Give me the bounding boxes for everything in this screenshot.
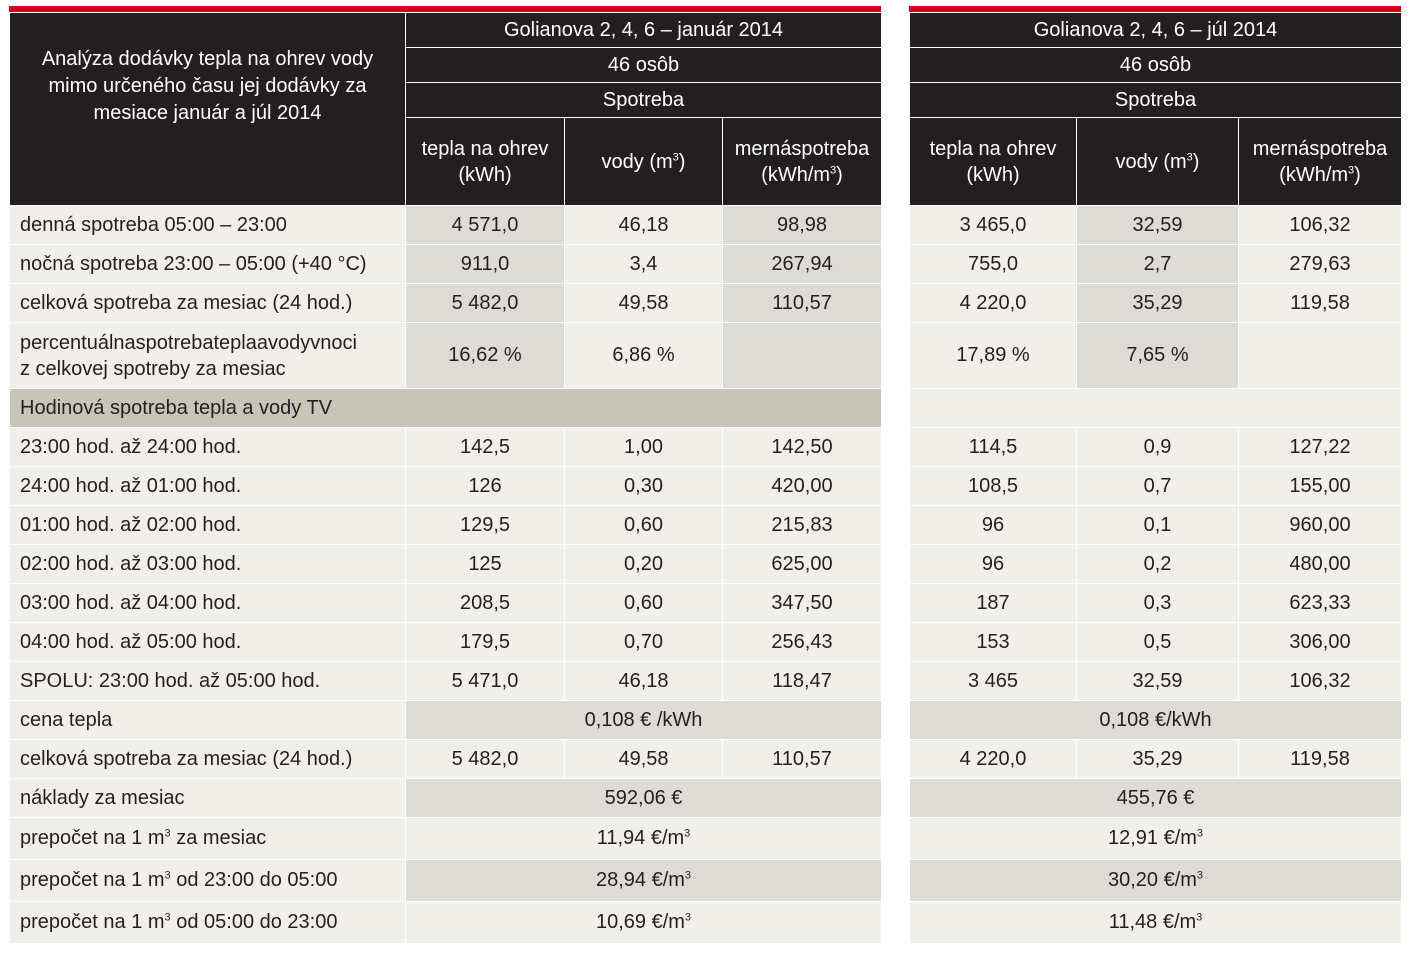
table-row: 11,48 €/m3 <box>908 901 1403 944</box>
col-water: vody (m3) <box>564 117 723 206</box>
row-label: celková spotreba za mesiac (24 hod.) <box>9 283 406 323</box>
table-row: percentuálnaspotrebateplaavodyvnoci z cel… <box>9 322 883 389</box>
header-persons: 46 osôb <box>908 47 1403 83</box>
table-row: 4 220,0 35,29 119,58 <box>909 739 1403 779</box>
table-row: prepočet na 1 m3 od 05:00 do 23:00 10,69… <box>9 901 883 944</box>
table-row: 3 465,0 32,59 106,32 <box>909 205 1403 245</box>
table-row: prepočet na 1 m3 za mesiac 11,94 €/m3 <box>9 817 883 860</box>
table-row: 96 0,2 480,00 <box>909 544 1403 584</box>
table-row: 114,5 0,9 127,22 <box>909 427 1403 467</box>
table-row: 30,20 €/m3 <box>908 859 1403 902</box>
header-consumption: Spotreba <box>404 82 883 118</box>
table-row: 01:00 hod. až 02:00 hod. 129,5 0,60 215,… <box>9 505 883 545</box>
table-row: denná spotreba 05:00 – 23:00 4 571,0 46,… <box>9 205 883 245</box>
row-label: nočná spotreba 23:00 – 05:00 (+40 °C) <box>9 244 406 284</box>
col-heat: tepla na ohrev (kWh) <box>909 117 1077 206</box>
table-row: prepočet na 1 m3 od 23:00 do 05:00 28,94… <box>9 859 883 902</box>
table-row: 04:00 hod. až 05:00 hod. 179,5 0,70 256,… <box>9 622 883 662</box>
table-row: nočná spotreba 23:00 – 05:00 (+40 °C) 91… <box>9 244 883 284</box>
table-row: 12,91 €/m3 <box>908 817 1403 860</box>
table-title: Analýza dodávky tepla na ohrev vody mimo… <box>9 12 406 206</box>
header-location: Golianova 2, 4, 6 – júl 2014 <box>908 12 1403 48</box>
accent-bar <box>909 6 1401 12</box>
table-row: 96 0,1 960,00 <box>909 505 1403 545</box>
table-row: náklady za mesiac 592,06 € <box>9 778 883 818</box>
table-row: cena tepla 0,108 € /kWh <box>9 700 883 740</box>
table-row: celková spotreba za mesiac (24 hod.) 5 4… <box>9 739 883 779</box>
header-location: Golianova 2, 4, 6 – január 2014 <box>404 12 883 48</box>
section-row: Hodinová spotreba tepla a vody TV <box>8 388 883 428</box>
row-label: percentuálnaspotrebateplaavodyvnoci z cel… <box>9 322 406 389</box>
header-consumption: Spotreba <box>908 82 1403 118</box>
col-specific: mernáspotreba (kWh/m3) <box>721 117 883 206</box>
table-row: 4 220,0 35,29 119,58 <box>909 283 1403 323</box>
table-row: 153 0,5 306,00 <box>909 622 1403 662</box>
table-row: celková spotreba za mesiac (24 hod.) 5 4… <box>9 283 883 323</box>
header-persons: 46 osôb <box>404 47 883 83</box>
table-row: 455,76 € <box>908 778 1403 818</box>
table-row: 17,89 % 7,65 % <box>909 322 1403 389</box>
table-january: Analýza dodávky tepla na ohrev vody mimo… <box>8 6 883 944</box>
col-water: vody (m3) <box>1076 117 1239 206</box>
table-row: 3 465 32,59 106,32 <box>909 661 1403 701</box>
section-row <box>908 388 1403 428</box>
table-row: 108,5 0,7 155,00 <box>909 466 1403 506</box>
table-row: 03:00 hod. až 04:00 hod. 208,5 0,60 347,… <box>9 583 883 623</box>
accent-bar <box>9 6 881 12</box>
col-specific: mernáspotreba (kWh/m3) <box>1237 117 1403 206</box>
table-row: 0,108 €/kWh <box>908 700 1403 740</box>
section-label: Hodinová spotreba tepla a vody TV <box>8 388 883 428</box>
row-label: denná spotreba 05:00 – 23:00 <box>9 205 406 245</box>
table-july: Golianova 2, 4, 6 – júl 2014 46 osôb Spo… <box>908 6 1403 944</box>
table-row: 23:00 hod. až 24:00 hod. 142,5 1,00 142,… <box>9 427 883 467</box>
table-row: 02:00 hod. až 03:00 hod. 125 0,20 625,00 <box>9 544 883 584</box>
table-row: SPOLU: 23:00 hod. až 05:00 hod. 5 471,0 … <box>9 661 883 701</box>
july-table: Golianova 2, 4, 6 – júl 2014 46 osôb Spo… <box>908 12 1403 944</box>
table-row: 187 0,3 623,33 <box>909 583 1403 623</box>
table-row: 24:00 hod. až 01:00 hod. 126 0,30 420,00 <box>9 466 883 506</box>
table-row: 755,0 2,7 279,63 <box>909 244 1403 284</box>
col-heat: tepla na ohrev (kWh) <box>405 117 565 206</box>
january-table: Analýza dodávky tepla na ohrev vody mimo… <box>8 12 883 944</box>
